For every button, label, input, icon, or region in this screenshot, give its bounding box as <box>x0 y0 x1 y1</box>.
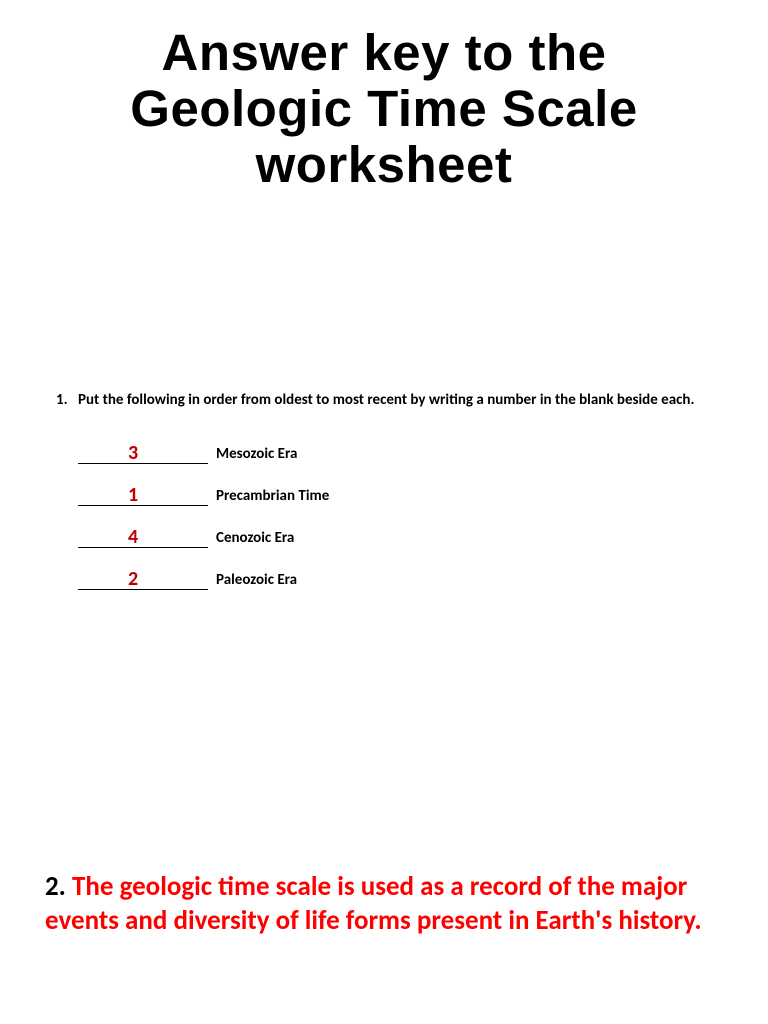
question-1: 1.Put the following in order from oldest… <box>56 390 712 602</box>
answer-number: 1 <box>128 483 138 507</box>
blank-line: 3 <box>78 438 208 464</box>
blank-line: 1 <box>78 480 208 506</box>
answer-row: 2 Paleozoic Era <box>78 560 712 590</box>
title-line-1: Answer key to the <box>162 24 607 81</box>
question-1-text: Put the following in order from oldest t… <box>78 391 694 409</box>
answer-number: 2 <box>128 567 138 591</box>
era-label: Mesozoic Era <box>216 445 297 464</box>
answer-row: 3 Mesozoic Era <box>78 434 712 464</box>
era-label: Cenozoic Era <box>216 529 294 548</box>
answer-row: 4 Cenozoic Era <box>78 518 712 548</box>
title-line-2: Geologic Time Scale <box>130 80 637 137</box>
question-1-prompt: 1.Put the following in order from oldest… <box>56 390 712 410</box>
page-title: Answer key to the Geologic Time Scale wo… <box>0 0 768 193</box>
era-label: Precambrian Time <box>216 487 329 506</box>
question-2: 2. The geologic time scale is used as a … <box>45 870 728 938</box>
question-1-number: 1. <box>56 390 78 410</box>
answer-number: 4 <box>128 525 138 549</box>
title-line-3: worksheet <box>256 136 513 193</box>
answer-row: 1 Precambrian Time <box>78 476 712 506</box>
answer-number: 3 <box>128 441 138 465</box>
blank-line: 4 <box>78 522 208 548</box>
question-2-answer: The geologic time scale is used as a rec… <box>45 870 702 937</box>
blank-line: 2 <box>78 564 208 590</box>
era-label: Paleozoic Era <box>216 571 297 590</box>
question-1-answers: 3 Mesozoic Era 1 Precambrian Time 4 Ceno… <box>78 434 712 590</box>
question-2-number: 2. <box>45 870 66 903</box>
